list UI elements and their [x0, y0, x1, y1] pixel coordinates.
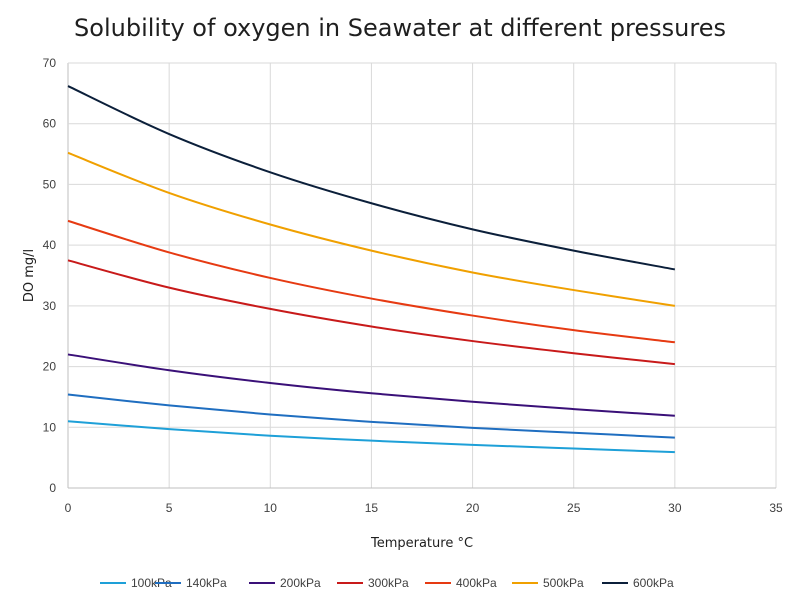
legend-item: 140kPa: [155, 576, 227, 590]
x-tick-label: 35: [769, 501, 783, 515]
x-tick-label: 0: [65, 501, 72, 515]
series-line-600kPa: [67, 85, 676, 271]
x-tick-label: 15: [365, 501, 379, 515]
series-line-140kPa: [67, 393, 675, 439]
legend-label: 200kPa: [280, 576, 321, 590]
legend-label: 400kPa: [456, 576, 497, 590]
legend-item: 400kPa: [425, 576, 497, 590]
series-line-100kPa: [67, 420, 675, 454]
y-tick-label: 40: [43, 238, 57, 252]
legend-item: 600kPa: [602, 576, 674, 590]
x-tick-label: 25: [567, 501, 581, 515]
legend-item: 100kPa: [100, 576, 172, 590]
x-tick-label: 30: [668, 501, 682, 515]
y-axis-title: DO mg/l: [22, 249, 37, 302]
x-tick-label: 5: [166, 501, 173, 515]
series-line-500kPa: [67, 151, 676, 307]
legend-label: 140kPa: [186, 576, 227, 590]
legend-item: 300kPa: [337, 576, 409, 590]
legend-label: 500kPa: [543, 576, 584, 590]
legend-label: 100kPa: [131, 576, 172, 590]
x-axis-title: Temperature °C: [370, 536, 473, 551]
legend-item: 500kPa: [512, 576, 584, 590]
y-tick-label: 20: [43, 360, 57, 374]
chart-title: Solubility of oxygen in Seawater at diff…: [74, 14, 726, 42]
y-tick-label: 60: [43, 117, 57, 131]
series-line-200kPa: [67, 353, 675, 417]
legend-label: 300kPa: [368, 576, 409, 590]
series-line-300kPa: [67, 259, 675, 366]
y-tick-label: 50: [43, 177, 57, 191]
y-tick-label: 0: [49, 481, 56, 495]
legend-item: 200kPa: [249, 576, 321, 590]
y-tick-label: 30: [43, 299, 57, 313]
series-line-400kPa: [67, 219, 675, 344]
y-tick-label: 10: [43, 420, 57, 434]
x-tick-label: 10: [264, 501, 278, 515]
x-tick-label: 20: [466, 501, 480, 515]
legend-label: 600kPa: [633, 576, 674, 590]
y-tick-label: 70: [43, 56, 57, 70]
